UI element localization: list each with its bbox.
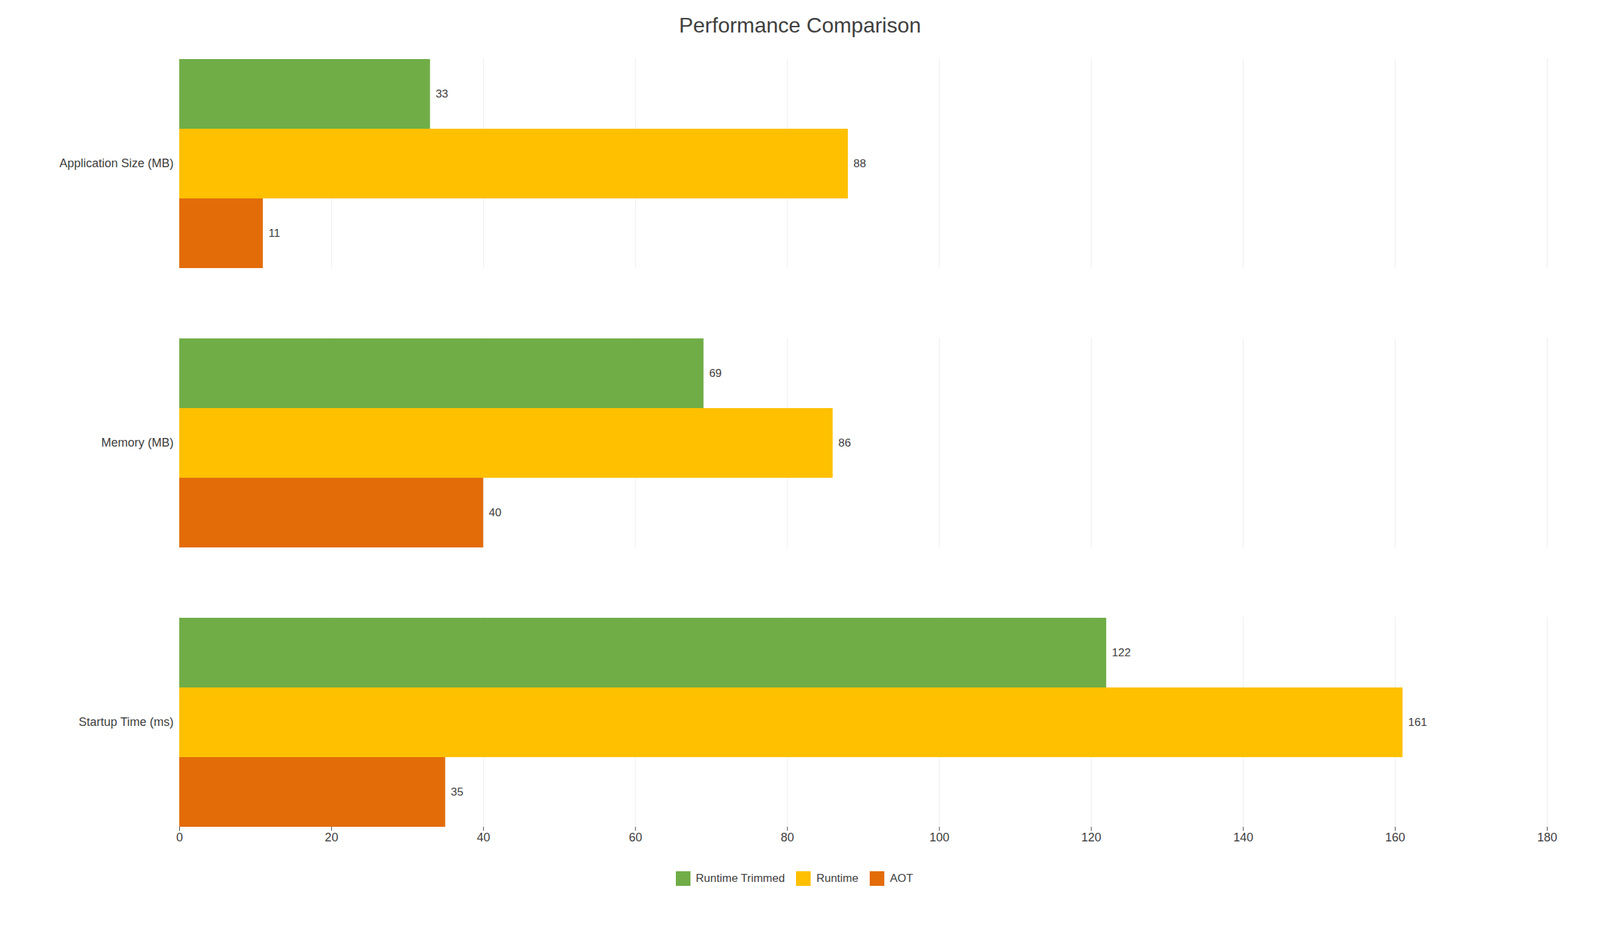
svg-text:180: 180	[1536, 831, 1557, 845]
svg-text:160: 160	[1385, 831, 1406, 845]
html-text:Runtime: Runtime	[816, 872, 859, 885]
svg-text:Memory (MB): Memory (MB)	[101, 436, 174, 450]
svg-text:20: 20	[324, 831, 338, 845]
svg-text:120: 120	[1081, 831, 1102, 845]
svg-text:80: 80	[780, 831, 795, 845]
html-text:AOT: AOT	[889, 872, 914, 885]
svg-text:86: 86	[838, 436, 852, 450]
svg-text:140: 140	[1233, 831, 1254, 845]
svg-text:40: 40	[488, 506, 502, 520]
svg-text:11: 11	[268, 227, 281, 240]
svg-text:40: 40	[476, 831, 490, 845]
svg-text:100: 100	[929, 831, 950, 845]
svg-text:0: 0	[175, 831, 183, 845]
html-text:Runtime Trimmed: Runtime Trimmed	[695, 872, 785, 885]
html-text:Performance Comparison: Performance Comparison	[678, 13, 922, 38]
svg-text:Startup Time (ms): Startup Time (ms)	[78, 715, 174, 729]
svg-text:Application Size (MB): Application Size (MB)	[59, 156, 174, 170]
svg-text:33: 33	[435, 87, 449, 101]
svg-text:88: 88	[853, 157, 867, 170]
svg-text:35: 35	[450, 786, 464, 799]
svg-text:60: 60	[628, 831, 642, 845]
svg-text:122: 122	[1112, 646, 1131, 660]
svg-text:161: 161	[1408, 716, 1427, 729]
svg-text:69: 69	[709, 367, 722, 380]
